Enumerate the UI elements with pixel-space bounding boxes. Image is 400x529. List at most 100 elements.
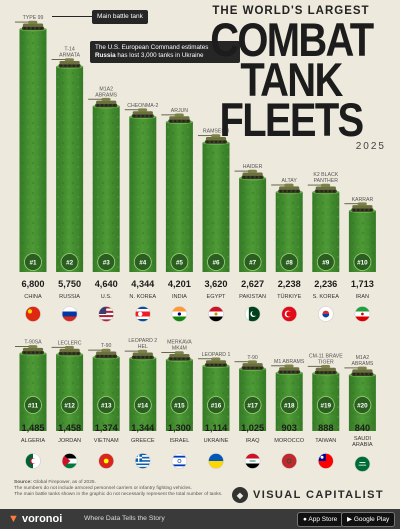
flag-fill bbox=[354, 306, 370, 322]
tank-wheel bbox=[100, 104, 104, 107]
iran-flag-icon bbox=[354, 306, 371, 322]
tank-wheel bbox=[214, 140, 218, 143]
tank-wheel bbox=[178, 357, 181, 360]
flag-ring bbox=[208, 306, 224, 322]
tank-turret bbox=[64, 345, 74, 350]
bar-texture bbox=[202, 142, 230, 272]
flag-fill bbox=[98, 453, 114, 469]
tank-model-label: TIGER bbox=[318, 359, 334, 365]
tank-wheel bbox=[40, 351, 43, 354]
flag-part bbox=[135, 309, 151, 312]
country-label: MOROCCO bbox=[274, 438, 304, 444]
fleet-value: 1,300 bbox=[168, 423, 191, 433]
flag-part bbox=[354, 316, 370, 322]
rank-badge bbox=[24, 253, 42, 271]
flag-part bbox=[135, 314, 151, 317]
tank-hull bbox=[22, 347, 44, 352]
tank-wheel bbox=[100, 355, 104, 358]
rank-label: #10 bbox=[357, 259, 368, 266]
voronoi-tagline: Where Data Tells the Story bbox=[84, 515, 165, 522]
tank-hull bbox=[242, 363, 263, 367]
tank-wheel bbox=[251, 176, 254, 179]
tank-wheel bbox=[352, 372, 356, 376]
rank-badge bbox=[280, 396, 299, 414]
tank-wheel bbox=[332, 371, 336, 374]
tank-turret bbox=[28, 345, 38, 349]
rank-badge bbox=[133, 253, 152, 271]
tank-icon bbox=[271, 183, 301, 194]
tank-wheel bbox=[141, 356, 145, 359]
rank-label: #9 bbox=[322, 259, 330, 266]
flag-ring bbox=[98, 453, 114, 469]
flag-ring bbox=[317, 306, 334, 322]
tank-wheel bbox=[259, 176, 263, 179]
tank-wheel bbox=[218, 140, 222, 143]
flag-fill bbox=[171, 453, 187, 469]
tank-wheel bbox=[109, 104, 112, 107]
tank-wheel bbox=[137, 356, 140, 359]
tank-icon bbox=[88, 97, 118, 108]
tank-icon bbox=[307, 183, 337, 194]
tank-model-label: TYPE 99 bbox=[23, 15, 44, 21]
flag-part bbox=[62, 316, 78, 322]
bar-texture bbox=[92, 357, 120, 431]
rank-badge bbox=[133, 396, 152, 414]
tank-wheel bbox=[113, 355, 116, 358]
tank-wheel bbox=[145, 114, 149, 118]
india-flag-icon bbox=[171, 306, 188, 322]
tank-turret bbox=[284, 364, 294, 368]
tank-barrel bbox=[344, 203, 358, 205]
bar-texture bbox=[19, 353, 47, 431]
bar-texture bbox=[129, 358, 157, 431]
tank-wheel bbox=[365, 208, 368, 212]
tank-wheel bbox=[133, 114, 136, 118]
tank-wheel bbox=[27, 351, 31, 354]
fleet-value: 2,238 bbox=[278, 279, 301, 289]
tank-wheel bbox=[247, 176, 250, 179]
flag-ring bbox=[135, 306, 151, 322]
tank-wheel bbox=[214, 363, 218, 367]
flag-fill bbox=[245, 306, 261, 322]
tank-hull bbox=[132, 352, 153, 356]
flag-part bbox=[62, 311, 78, 317]
flag-part bbox=[251, 310, 258, 316]
tank-icon bbox=[271, 364, 301, 374]
tank-wheel bbox=[292, 189, 295, 193]
rank-label: #2 bbox=[66, 259, 74, 266]
flag-part bbox=[286, 311, 292, 317]
flag-ring bbox=[354, 456, 371, 472]
tank-barrel bbox=[307, 184, 322, 186]
flag-part bbox=[98, 317, 114, 320]
tank-icon bbox=[344, 366, 374, 376]
tank-wheel bbox=[109, 355, 112, 358]
google-play-button[interactable]: ▶ Google Play bbox=[341, 512, 396, 527]
app-store-button[interactable]: ● App Store bbox=[297, 512, 344, 527]
rank-label: #13 bbox=[101, 402, 112, 409]
flag-ring bbox=[25, 306, 41, 322]
country-label: RUSSIA bbox=[59, 294, 80, 300]
rank-badge bbox=[97, 396, 116, 414]
source-note: Source: Global Firepower, as of 2025. Th… bbox=[14, 480, 229, 498]
voronoi-logo[interactable]: ▼ voronoi bbox=[8, 513, 62, 525]
turkiye-flag-icon bbox=[281, 306, 298, 322]
tank-wheel bbox=[357, 372, 360, 376]
tank-wheel bbox=[64, 352, 67, 355]
country-label: PAKISTAN bbox=[239, 294, 266, 300]
tank-barrel bbox=[197, 135, 212, 137]
tank-barrel bbox=[271, 184, 285, 186]
flag-part bbox=[171, 316, 187, 322]
flag-part bbox=[103, 458, 109, 464]
tank-wheel bbox=[369, 372, 372, 376]
tank-wheel bbox=[182, 119, 185, 123]
tank-wheel bbox=[182, 357, 185, 360]
flag-part bbox=[171, 464, 187, 467]
source-label: Source: bbox=[14, 480, 32, 485]
tank-barrel bbox=[161, 114, 175, 116]
rank-badge bbox=[60, 396, 79, 414]
country-label: CHINA bbox=[24, 294, 42, 300]
tank-icon bbox=[124, 108, 154, 118]
flag-part bbox=[135, 316, 151, 320]
tank-model-label: LEOPARD 1 bbox=[202, 352, 231, 358]
taiwan-flag-icon bbox=[317, 453, 334, 469]
title-combat: COMBAT bbox=[210, 13, 374, 66]
